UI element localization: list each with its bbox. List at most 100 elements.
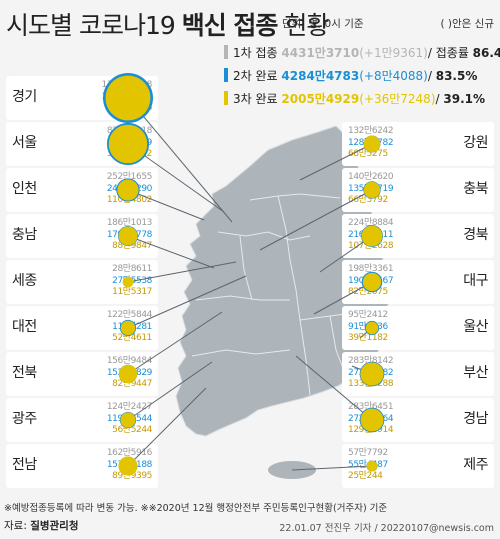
third-dose-value: 66만3792: [348, 195, 388, 205]
province-daegu: 대구 198만3361 190만2567 82만2075: [342, 260, 494, 304]
third-dose-value: 68만5275: [348, 149, 388, 159]
second-dose-value: 157만8188: [106, 459, 153, 470]
new-note: ( )안은 신규: [440, 18, 494, 30]
province-jeonbuk: 전북 156만9484 152만1829 82만9447: [6, 352, 158, 396]
total-label: 2차 완료: [233, 69, 282, 83]
province-values: 132만6242 128만5782 68만5275: [348, 126, 394, 161]
second-dose-value: 119만6544: [106, 413, 153, 424]
province-values: 186만1013 179만7778 88만9847: [106, 218, 153, 253]
second-dose-value: 1122만4648: [101, 91, 153, 102]
second-dose-value: 216만5011: [348, 229, 394, 240]
province-values: 283만6451 272만9364 129만8914: [348, 402, 394, 437]
third-dose-value: 39만1182: [348, 333, 388, 343]
second-dose-value: 135만6719: [348, 183, 394, 194]
province-name: 경기: [12, 89, 37, 105]
third-dose-value: 129만8914: [348, 425, 394, 435]
total-value: 4431만3710: [281, 46, 360, 60]
first-dose-value: 1159만8038: [101, 80, 153, 90]
total-value: 4284만4783: [281, 69, 360, 83]
total-color-bar: [224, 68, 228, 82]
province-name: 세종: [12, 273, 37, 289]
footnote: ※예방접종등록에 따라 변동 가능. ※※2020년 12월 행정안전부 주민등…: [4, 503, 388, 514]
total-color-bar: [224, 45, 228, 59]
page-title: 시도별 코로나19 백신 접종 현황: [6, 11, 329, 40]
third-dose-value: 25만244: [348, 471, 383, 481]
first-dose-value: 283만6451: [348, 402, 394, 412]
province-name: 경남: [463, 411, 488, 427]
total-rate-label: /: [427, 69, 436, 83]
third-dose-value: 133만2288: [348, 379, 394, 389]
first-dose-value: 162만5916: [106, 448, 153, 458]
province-sejong: 세종 28만8611 27만5538 11만5317: [6, 260, 158, 304]
total-rate: 39.1%: [443, 92, 486, 106]
total-row: 3차 완료 2005만4929(+36만7248)/ 39.1%: [224, 90, 485, 108]
province-gwangju: 광주 124만2427 119만6544 56만5244: [6, 398, 158, 442]
first-dose-value: 820만9818: [106, 126, 153, 136]
first-dose-value: 156만9484: [106, 356, 153, 366]
second-dose-value: 55만4487: [348, 459, 388, 470]
province-name: 충북: [463, 181, 488, 197]
province-values: 124만2427 119만6544 56만5244: [106, 402, 153, 437]
province-name: 전북: [12, 365, 37, 381]
total-rate: 86.4%: [472, 46, 500, 60]
province-values: 162만5916 157만8188 89만9395: [106, 448, 153, 483]
second-dose-value: 797만8639: [106, 137, 153, 148]
credit: 22.01.07 전진우 기자 / 20220107@newsis.com: [279, 523, 494, 534]
first-dose-value: 95만2412: [348, 310, 388, 320]
total-row: 2차 완료 4284만4783(+8만4088)/ 83.5%: [224, 67, 477, 85]
province-gangwon: 강원 132만6242 128만5782 68만5275: [342, 122, 494, 166]
total-value: 2005만4929: [281, 92, 360, 106]
second-dose-value: 273만7682: [348, 367, 394, 378]
province-name: 전남: [12, 457, 37, 473]
first-dose-value: 252만1655: [106, 172, 153, 182]
province-values: 283만8142 273만7682 133만2288: [348, 356, 394, 391]
total-rate-label: /: [435, 92, 444, 106]
province-name: 제주: [463, 457, 488, 473]
third-dose-value: 82만9447: [112, 379, 152, 389]
first-dose-value: 283만8142: [348, 356, 394, 366]
second-dose-value: 118만281: [112, 321, 152, 332]
second-dose-value: 272만9364: [348, 413, 394, 424]
second-dose-value: 152만1829: [106, 367, 153, 378]
province-name: 광주: [12, 411, 37, 427]
second-dose-value: 190만2567: [348, 275, 394, 286]
third-dose-value: 495만3256: [106, 103, 153, 113]
first-dose-value: 122만5844: [106, 310, 153, 320]
second-dose-value: 91만4436: [348, 321, 388, 332]
province-name: 충남: [12, 227, 37, 243]
province-values: 224만8884 216만5011 107만2628: [348, 218, 394, 253]
total-label: 1차 접종: [233, 46, 282, 60]
second-dose-value: 27만5538: [112, 275, 152, 286]
third-dose-value: 110만4802: [106, 195, 153, 205]
second-dose-value: 244만5290: [106, 183, 153, 194]
third-dose-value: 56만5244: [112, 425, 152, 435]
province-name: 울산: [463, 319, 488, 335]
first-dose-value: 198만3361: [348, 264, 394, 274]
province-chungbuk: 충북 140만2620 135만6719 66만3792: [342, 168, 494, 212]
province-chungnam: 충남 186만1013 179만7778 88만9847: [6, 214, 158, 258]
third-dose-value: 11만5317: [112, 287, 152, 297]
total-row: 1차 접종 4431만3710(+1만9361)/ 접종률 86.4%: [224, 44, 500, 62]
total-color-bar: [224, 91, 228, 105]
province-values: 95만2412 91만4436 39만1182: [348, 310, 388, 345]
province-name: 경북: [463, 227, 488, 243]
third-dose-value: 82만2075: [348, 287, 388, 297]
province-values: 57만7792 55만4487 25만244: [348, 448, 388, 483]
third-dose-value: 52만4611: [112, 333, 152, 343]
province-jeju: 제주 57만7792 55만4487 25만244: [342, 444, 494, 488]
total-label: 3차 완료: [233, 92, 282, 106]
province-incheon: 인천 252만1655 244만5290 110만4802: [6, 168, 158, 212]
province-values: 156만9484 152만1829 82만9447: [106, 356, 153, 391]
first-dose-value: 186만1013: [106, 218, 153, 228]
units-note: 단위: 명, 0시 기준: [282, 18, 364, 30]
total-delta: (+1만9361): [359, 46, 428, 60]
total-delta: (+36만7248): [359, 92, 436, 106]
province-values: 1159만8038 1122만4648 495만3256: [102, 80, 153, 115]
first-dose-value: 124만2427: [106, 402, 153, 412]
province-gyeonggi: 경기 1159만8038 1122만4648 495만3256: [6, 76, 158, 120]
total-delta: (+8만4088): [359, 69, 428, 83]
first-dose-value: 224만8884: [348, 218, 394, 228]
third-dose-value: 107만2628: [348, 241, 394, 251]
source-line: 자료: 질병관리청: [4, 520, 79, 532]
province-values: 820만9818 797만8639 366만4712: [106, 126, 153, 161]
